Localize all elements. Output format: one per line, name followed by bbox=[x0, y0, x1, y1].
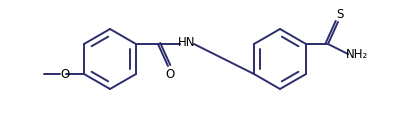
Text: NH₂: NH₂ bbox=[345, 48, 367, 60]
Text: O: O bbox=[60, 68, 70, 80]
Text: O: O bbox=[165, 68, 174, 80]
Text: HN: HN bbox=[178, 37, 195, 49]
Text: S: S bbox=[335, 8, 343, 20]
